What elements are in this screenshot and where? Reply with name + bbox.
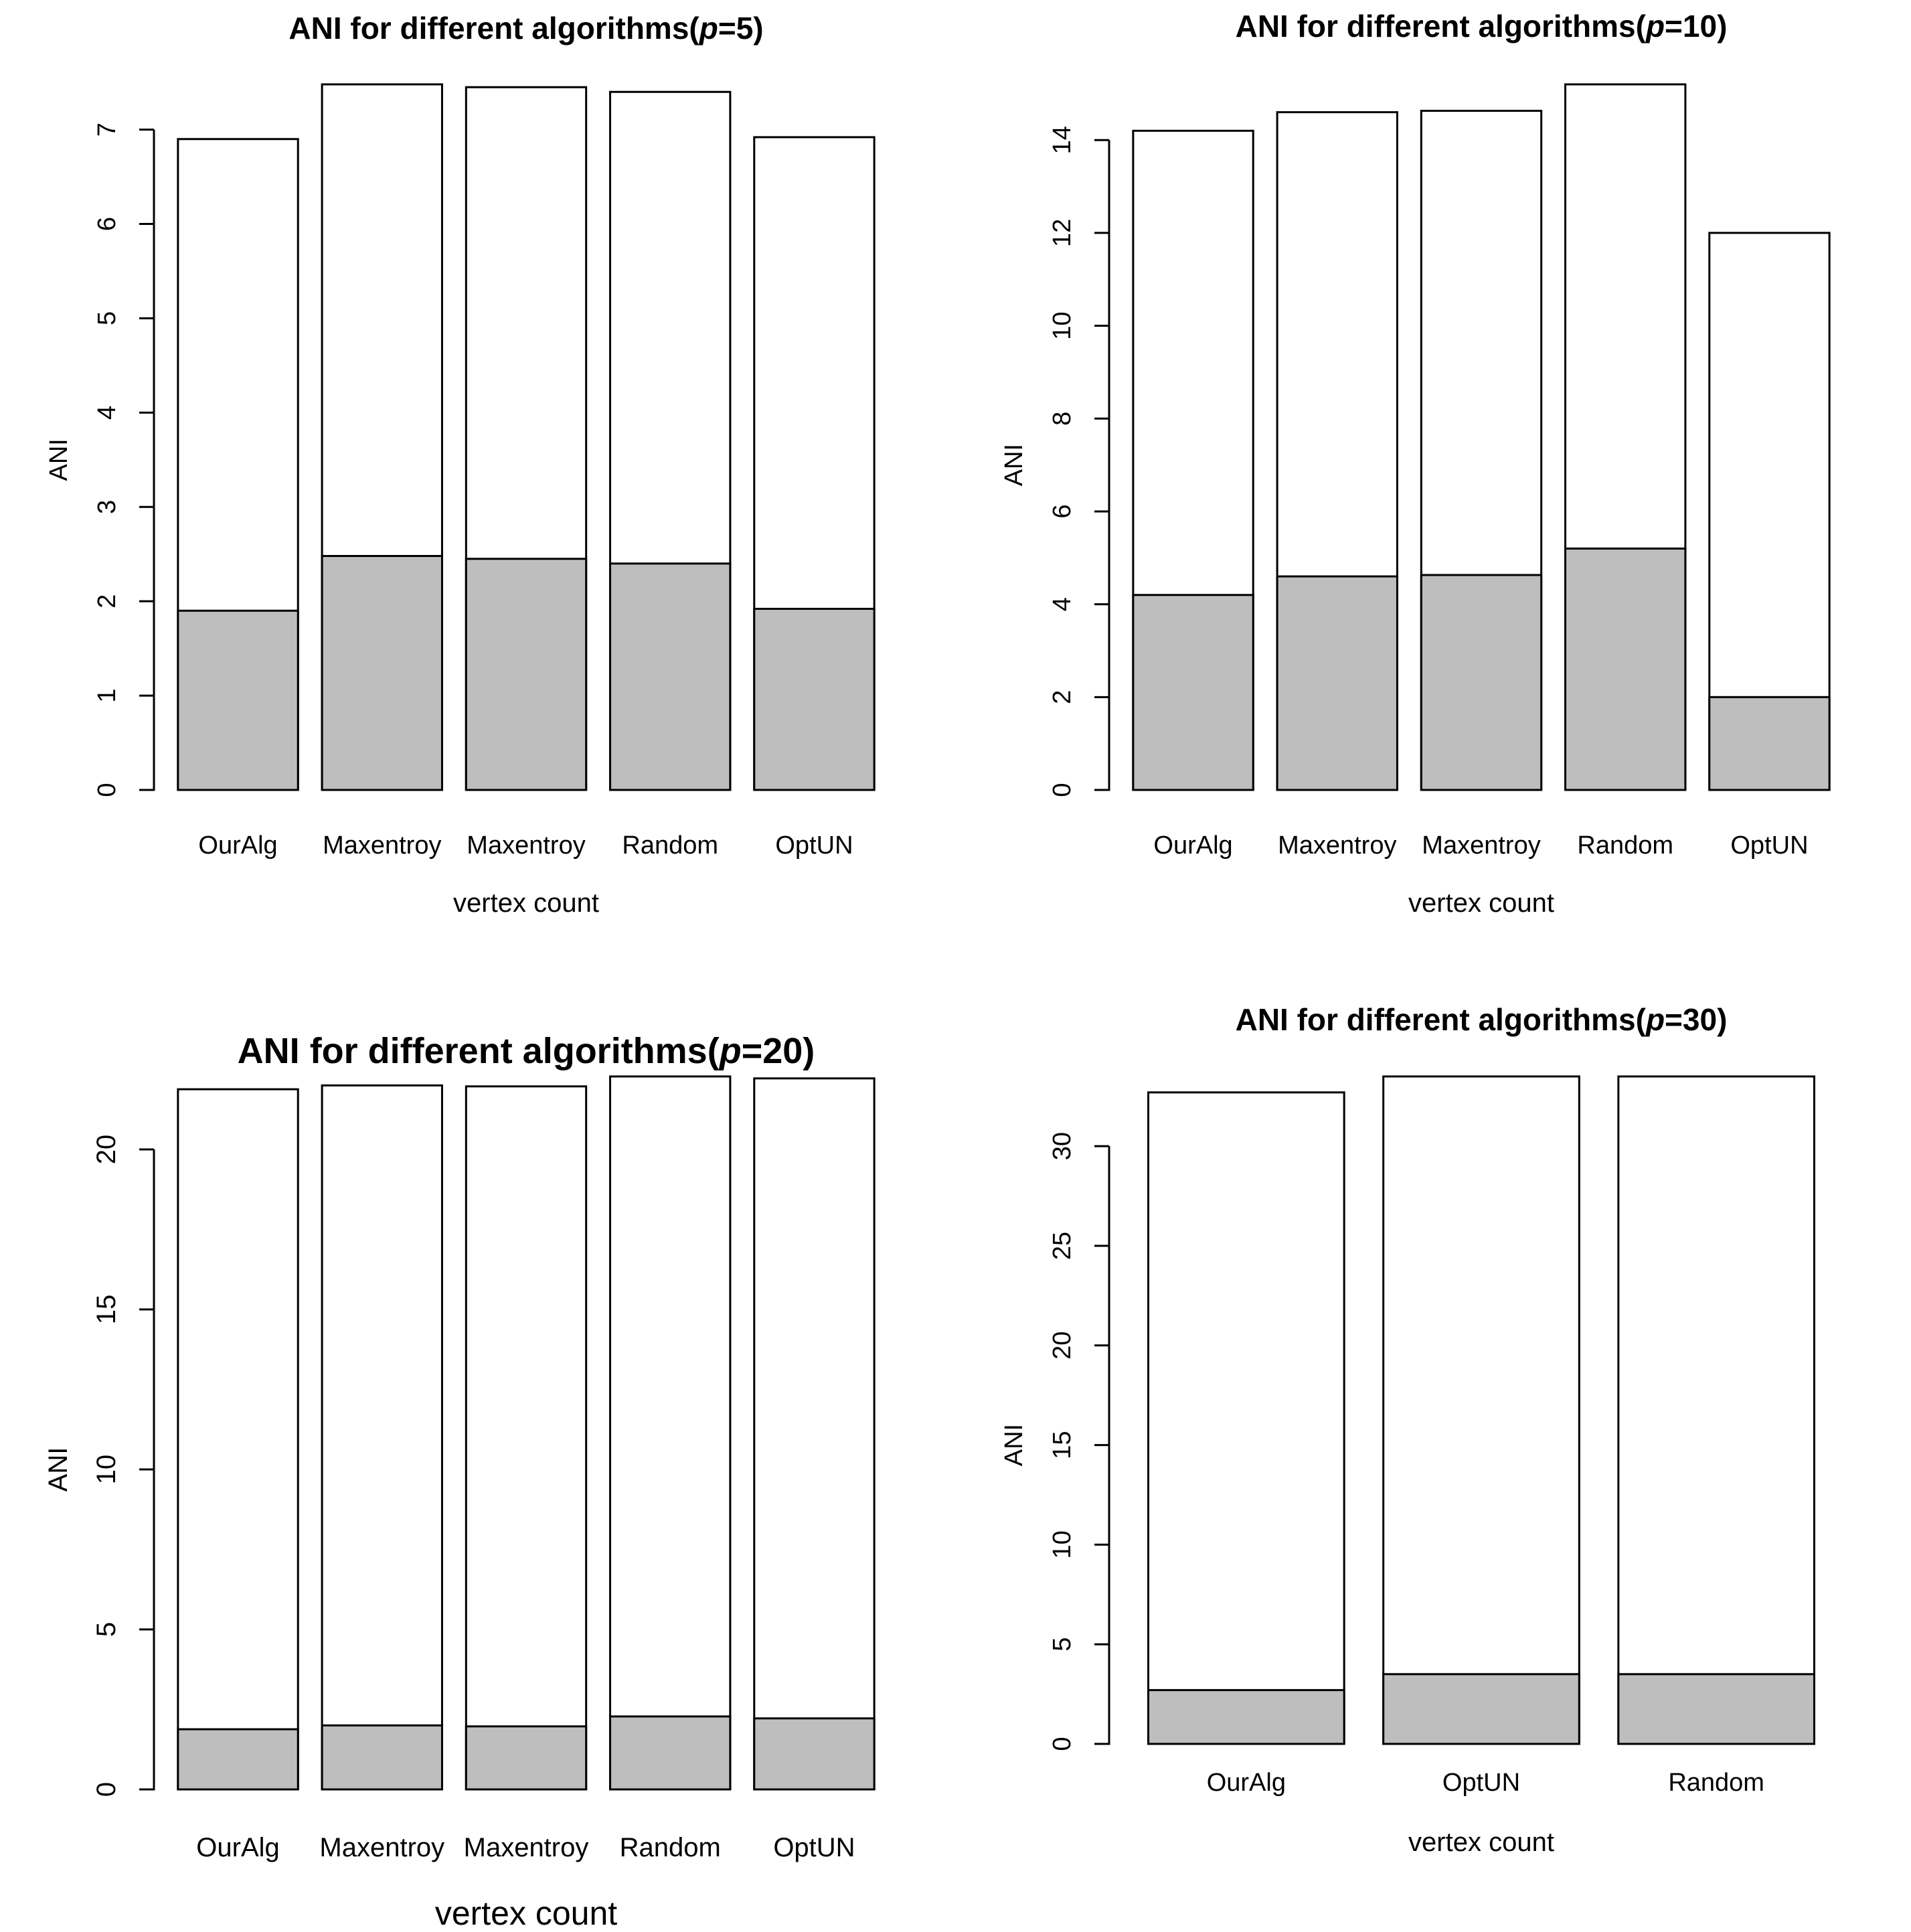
y-tick-label: 25	[1048, 1232, 1076, 1260]
x-category-label: OptUN	[775, 831, 853, 860]
y-tick-label: 10	[1048, 311, 1076, 339]
x-category-label: OurAlg	[1207, 1769, 1286, 1797]
bar-optun-gray-segment	[753, 1717, 876, 1791]
chart-title: ANI for different algorithms(p=20)	[238, 1031, 815, 1071]
bar-maxentroy-gray-segment	[465, 1725, 588, 1791]
x-category-label: OptUN	[1442, 1769, 1520, 1797]
x-category-label: OurAlg	[1153, 831, 1232, 860]
y-tick-label: 6	[1048, 504, 1076, 518]
bar-maxentroy-gray-segment	[1276, 575, 1398, 791]
x-category-label: Random	[622, 831, 718, 860]
x-axis-label: vertex count	[1408, 1828, 1554, 1857]
y-axis-label: ANI	[1000, 1424, 1028, 1466]
y-tick-label: 0	[93, 783, 121, 797]
chart-title: ANI for different algorithms(p=30)	[1236, 1002, 1728, 1037]
y-tick-label: 4	[1048, 597, 1076, 611]
y-tick-label: 6	[93, 217, 121, 231]
bar-maxentroy-gray-segment	[1420, 574, 1543, 791]
y-tick-label: 2	[1048, 690, 1076, 704]
y-tick-label: 1	[93, 689, 121, 703]
bar-ouralg-white-segment	[1147, 1091, 1345, 1745]
x-category-label: OurAlg	[198, 831, 277, 860]
y-tick-label: 20	[1048, 1332, 1076, 1360]
barplot-p10: ANI for different algorithms(p=10) 0 2 4 6 8 1…	[1000, 9, 1831, 918]
chart-panel-p20: ANI for different algorithms(p=20) 0 5 10 15…	[0, 966, 955, 1932]
y-axis-label: ANI	[44, 1447, 73, 1492]
bar-random-white-segment	[609, 1075, 732, 1791]
x-category-label: OurAlg	[196, 1833, 280, 1862]
y-tick-label: 14	[1048, 126, 1076, 154]
x-category-label: Maxentroy	[1422, 831, 1540, 860]
bar-optun-gray-segment	[1708, 696, 1831, 791]
bar-optun-gray-segment	[1382, 1673, 1580, 1745]
x-category-label: Maxentroy	[323, 831, 441, 860]
y-tick-label: 2	[93, 594, 121, 609]
x-category-label: Random	[620, 1833, 721, 1862]
y-axis-label: ANI	[45, 438, 73, 481]
y-tick-label: 4	[93, 406, 121, 420]
bar-random-gray-segment	[1564, 547, 1687, 791]
bar-random-gray-segment	[609, 1715, 732, 1791]
y-axis-label: ANI	[1000, 444, 1028, 486]
y-tick-label: 12	[1048, 219, 1076, 247]
x-axis-label: vertex count	[453, 888, 599, 918]
y-tick-label: 15	[92, 1295, 121, 1325]
y-tick-label: 10	[92, 1455, 121, 1485]
bar-ouralg-gray-segment	[1147, 1689, 1345, 1745]
y-tick-label: 20	[92, 1135, 121, 1165]
x-category-label: Maxentroy	[467, 831, 585, 860]
barplot-p5: ANI for different algorithms(p=5) 0 1 2 3 4 5 6…	[45, 11, 876, 918]
y-tick-label: 10	[1048, 1530, 1076, 1558]
x-category-label: Maxentroy	[319, 1833, 444, 1862]
bar-random-gray-segment	[1617, 1673, 1815, 1745]
bar-random-white-segment	[1617, 1075, 1815, 1745]
y-tick-label: 0	[1048, 1737, 1076, 1751]
y-tick-label: 15	[1048, 1431, 1076, 1459]
y-tick-label: 30	[1048, 1132, 1076, 1160]
y-tick-label: 5	[92, 1622, 121, 1637]
bar-ouralg-white-segment	[177, 1088, 299, 1791]
bar-maxentroy-white-segment	[321, 1084, 443, 1791]
y-tick-label: 7	[93, 123, 121, 137]
bar-optun-gray-segment	[753, 607, 876, 791]
bar-ouralg-gray-segment	[177, 1728, 299, 1791]
y-tick-label: 8	[1048, 412, 1076, 426]
x-axis-label: vertex count	[1408, 888, 1554, 918]
y-tick-label: 0	[92, 1782, 121, 1797]
x-category-label: OptUN	[773, 1833, 855, 1862]
bar-optun-white-segment	[1382, 1075, 1580, 1745]
x-category-label: OptUN	[1730, 831, 1808, 860]
bar-maxentroy-gray-segment	[321, 1724, 443, 1791]
y-tick-label: 3	[93, 500, 121, 514]
bar-maxentroy-gray-segment	[465, 558, 588, 791]
barplot-p20: ANI for different algorithms(p=20) 0 5 10 15…	[44, 1031, 876, 1932]
x-category-label: Random	[1577, 831, 1673, 860]
x-category-label: Maxentroy	[1278, 831, 1396, 860]
bar-maxentroy-gray-segment	[321, 555, 443, 791]
barplot-p30: ANI for different algorithms(p=30) 0 5 10 15…	[1000, 1002, 1815, 1857]
bar-maxentroy-white-segment	[465, 1085, 588, 1791]
bar-random-gray-segment	[609, 562, 732, 791]
y-tick-label: 5	[93, 311, 121, 325]
bar-ouralg-gray-segment	[1132, 594, 1254, 791]
x-axis-label: vertex count	[435, 1895, 617, 1932]
x-category-label: Maxentroy	[464, 1833, 589, 1862]
x-category-label: Random	[1668, 1769, 1764, 1797]
bar-optun-white-segment	[753, 1077, 876, 1791]
chart-title: ANI for different algorithms(p=10)	[1236, 9, 1728, 44]
y-tick-label: 0	[1048, 783, 1076, 797]
chart-panel-p10: ANI for different algorithms(p=10) 0 2 4 6 8 1…	[955, 0, 1911, 966]
bar-ouralg-gray-segment	[177, 609, 299, 791]
y-tick-label: 5	[1048, 1637, 1076, 1652]
chart-title: ANI for different algorithms(p=5)	[288, 11, 763, 46]
chart-panel-p30: ANI for different algorithms(p=30) 0 5 10 15…	[955, 966, 1911, 1932]
chart-panel-p5: ANI for different algorithms(p=5) 0 1 2 3 4 5 6…	[0, 0, 955, 966]
